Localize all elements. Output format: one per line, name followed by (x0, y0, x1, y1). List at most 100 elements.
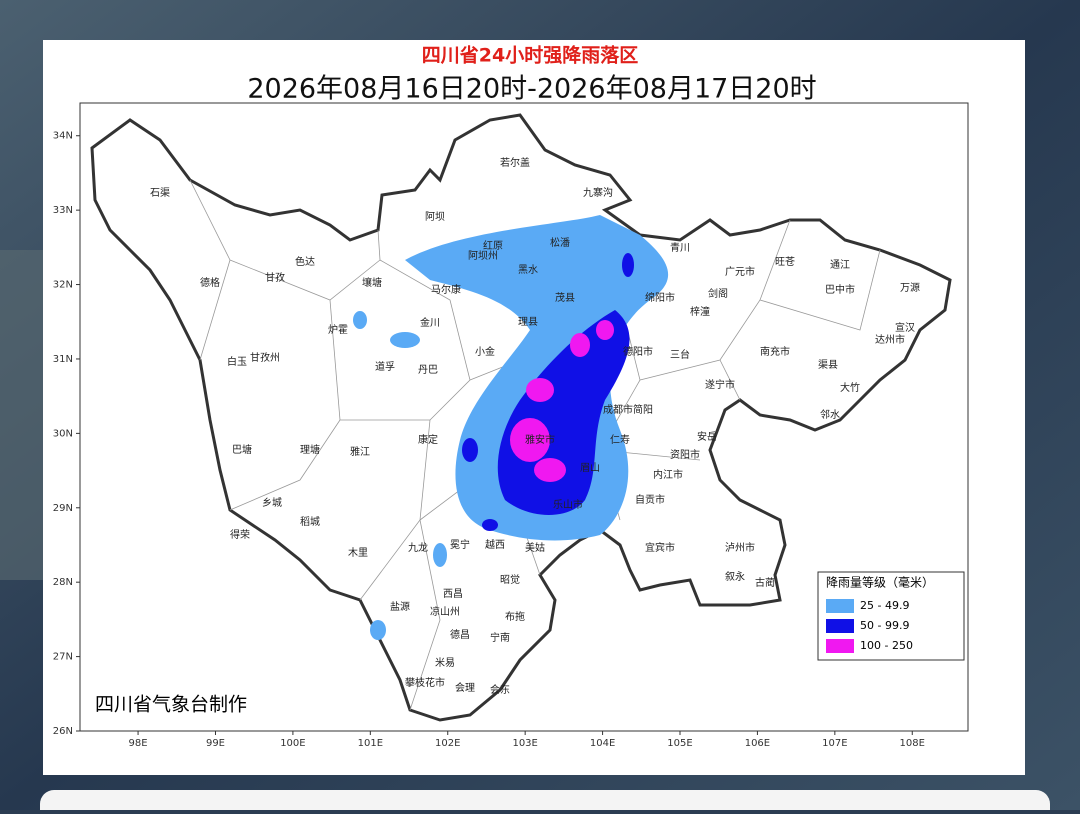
bottom-card (40, 790, 1050, 814)
lon-label: 98E (129, 738, 148, 749)
place-label: 渠县 (818, 359, 838, 371)
place-label: 叙永 (725, 570, 745, 583)
place-label: 简阳 (633, 403, 653, 416)
place-label: 金川 (420, 316, 440, 329)
place-label: 甘孜 (265, 271, 285, 284)
place-label: 万源 (900, 281, 920, 294)
lon-label: 108E (900, 738, 925, 749)
legend-swatch (826, 639, 854, 653)
place-label: 达州市 (875, 333, 905, 346)
place-label: 小金 (475, 345, 495, 358)
place-label: 广元市 (725, 265, 755, 278)
place-label: 古蔺 (755, 576, 775, 589)
place-label: 米易 (435, 656, 455, 669)
place-label: 旺苍 (775, 255, 795, 268)
place-label: 盐源 (390, 600, 410, 613)
place-label: 布拖 (505, 610, 525, 623)
place-label: 康定 (418, 433, 438, 446)
place-label: 冕宁 (450, 538, 470, 551)
legend-swatch (826, 599, 854, 613)
place-label: 红原 (483, 239, 503, 252)
place-label: 攀枝花市 (405, 676, 445, 689)
place-label: 理塘 (300, 443, 320, 456)
place-label: 绵阳市 (645, 291, 675, 304)
place-label: 茂县 (555, 291, 575, 304)
subtitle: 2026年08月16日20时-2026年08月17日20时 (247, 74, 816, 105)
lon-label: 100E (280, 738, 305, 749)
place-label: 巴塘 (232, 443, 252, 456)
lat-label: 28N (53, 577, 73, 588)
rain-heavy (462, 438, 478, 462)
place-label: 剑阁 (708, 287, 728, 300)
place-label: 成都市 (603, 403, 633, 416)
place-label: 美姑 (525, 541, 545, 554)
rain-extreme (510, 418, 550, 462)
lat-label: 32N (53, 280, 73, 291)
place-label: 德昌 (450, 628, 470, 641)
place-label: 稻城 (300, 516, 320, 528)
place-label: 雅江 (350, 445, 370, 458)
rain-heavy (497, 310, 630, 515)
rain-light (370, 620, 386, 640)
legend-label: 25 - 49.9 (860, 599, 909, 612)
legend-label: 100 - 250 (860, 639, 913, 652)
rain-light (433, 543, 447, 567)
place-label: 九龙 (408, 541, 428, 554)
place-label: 宣汉 (895, 321, 915, 334)
place-label: 黑水 (518, 264, 538, 276)
place-label: 泸州市 (725, 541, 755, 554)
rain-areas (353, 215, 669, 640)
place-label: 通江 (830, 259, 850, 271)
place-label: 内江市 (653, 468, 683, 481)
lon-label: 107E (822, 738, 847, 749)
place-label: 大竹 (840, 381, 860, 394)
place-label: 梓潼 (690, 305, 710, 318)
place-label: 乐山市 (553, 498, 583, 511)
rain-heavy (622, 253, 634, 277)
rain-extreme (596, 320, 614, 340)
legend-swatch (826, 619, 854, 633)
place-label: 道孚 (375, 360, 395, 373)
place-label: 木里 (348, 547, 368, 559)
place-label: 乡城 (262, 497, 282, 509)
place-label: 凉山州 (430, 605, 460, 618)
place-label: 会东 (490, 683, 510, 696)
lat-label: 29N (53, 503, 73, 514)
lon-label: 106E (745, 738, 770, 749)
lat-label: 31N (53, 354, 73, 365)
place-label: 九寨沟 (583, 186, 613, 199)
place-label: 自贡市 (635, 493, 665, 506)
rain-light (390, 332, 420, 348)
lat-label: 30N (53, 428, 73, 439)
legend-title: 降雨量等级（毫米） (826, 575, 934, 590)
rain-light (353, 311, 367, 329)
place-label: 西昌 (443, 588, 463, 600)
rain-extreme (570, 333, 590, 357)
place-label: 宁南 (490, 631, 510, 644)
place-label: 雅安市 (525, 433, 555, 446)
place-label: 眉山 (580, 462, 600, 474)
place-label: 炉霍 (328, 324, 348, 336)
credit: 四川省气象台制作 (95, 694, 247, 716)
place-label: 昭觉 (500, 574, 520, 586)
place-label: 阿坝州 (468, 250, 498, 262)
place-label: 理县 (518, 316, 538, 328)
place-label: 安岳 (697, 430, 717, 443)
place-label: 甘孜州 (250, 351, 280, 364)
background-patch (0, 250, 45, 580)
lon-label: 101E (358, 738, 383, 749)
lon-label: 104E (590, 738, 615, 749)
place-label: 白玉 (227, 355, 247, 368)
place-label: 资阳市 (670, 448, 700, 461)
place-label: 壤塘 (362, 276, 382, 289)
place-label: 青川 (670, 241, 690, 254)
place-label: 越西 (485, 538, 505, 551)
place-label: 石渠 (150, 187, 170, 199)
rain-heavy (482, 519, 498, 531)
place-label: 得荣 (230, 529, 250, 541)
lon-label: 102E (435, 738, 460, 749)
place-label: 若尔盖 (500, 156, 530, 169)
rain-extreme (534, 458, 566, 482)
place-label: 邻水 (820, 408, 840, 421)
